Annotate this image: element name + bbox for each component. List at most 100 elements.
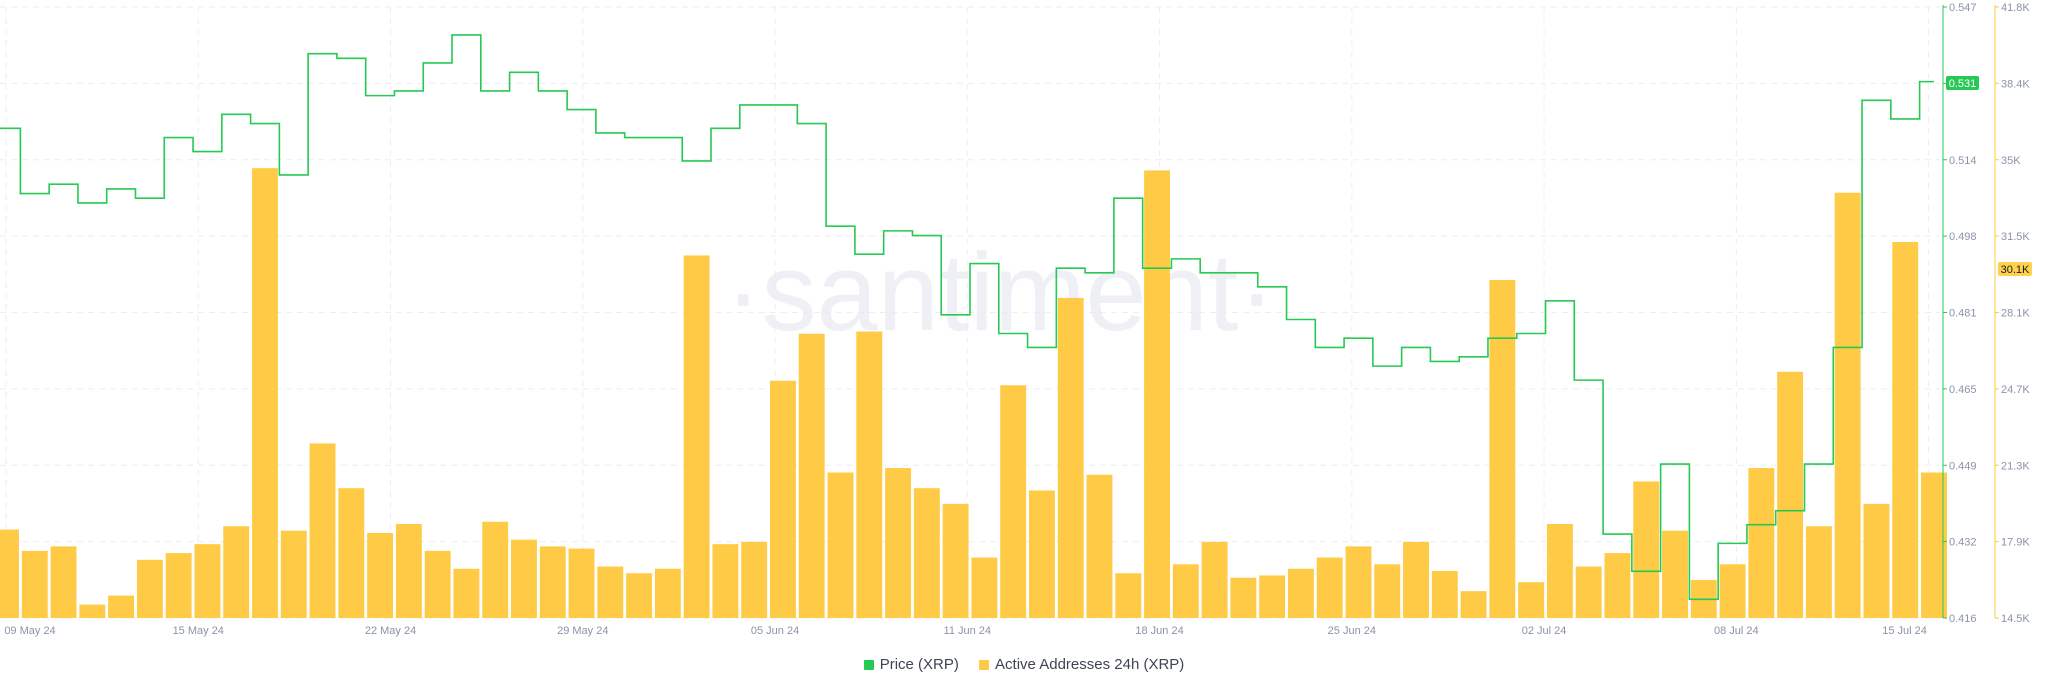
addresses-bar: [1863, 503, 1890, 618]
chart-canvas: ·santiment· 09 May 24 15 May 24 22 May 24 2…: [0, 2, 2032, 637]
addresses-bar: [1518, 582, 1545, 618]
addresses-bar: [1259, 575, 1286, 618]
addresses-bar: [21, 550, 48, 618]
addresses-bar: [1805, 526, 1832, 618]
addresses-bar: [1201, 541, 1228, 618]
price-tick-label: 0.416: [1949, 613, 1977, 625]
addresses-bar: [856, 331, 883, 618]
addresses-bar: [1777, 371, 1804, 618]
addresses-bar: [1403, 541, 1429, 618]
price-value-badge: [1946, 76, 1979, 90]
addresses-bar: [942, 503, 969, 618]
addresses-bar: [1604, 553, 1631, 618]
addresses-bar: [654, 568, 681, 618]
addresses-bar: [79, 604, 106, 618]
addresses-bar: [913, 488, 940, 618]
addresses-bar: [827, 472, 854, 618]
addresses-bar: [50, 546, 77, 618]
addresses-bar: [1144, 170, 1170, 618]
addresses-bar: [1086, 474, 1113, 618]
addresses-bar: [597, 566, 624, 618]
addresses-value-badge: [1998, 262, 2032, 276]
x-tick-label: 02 Jul 24: [1522, 625, 1567, 637]
addresses-bar: [1316, 557, 1343, 618]
x-tick-label: 05 Jun 24: [751, 625, 799, 637]
addresses-tick-label: 28.1K: [2001, 308, 2030, 320]
addresses-bar: [1431, 571, 1458, 618]
addresses-bar: [1230, 577, 1257, 618]
price-axis-ticks: 0.547 0.531 0.514 0.498 0.481 0.465 0.449 0.432…: [1943, 2, 1977, 625]
price-tick-label: 0.514: [1949, 155, 1977, 167]
addresses-bar: [971, 557, 998, 618]
x-tick-label: 29 May 24: [557, 625, 608, 637]
addresses-bar: [1115, 573, 1142, 618]
addresses-bar: [1000, 385, 1027, 618]
addresses-bar: [1575, 566, 1602, 618]
price-line: [0, 34, 1934, 601]
x-tick-label: 11 Jun 24: [944, 625, 992, 637]
price-tick-label: 0.432: [1949, 537, 1977, 549]
addresses-tick-label: 41.8K: [2001, 2, 2030, 14]
addresses-bar: [741, 541, 768, 618]
addresses-bar: [0, 529, 19, 618]
addresses-bar: [712, 544, 739, 618]
addresses-bar: [482, 521, 509, 618]
price-value-badge-text: 0.531: [1949, 78, 1977, 90]
addresses-bar: [683, 255, 710, 618]
price-tick-label: 0.498: [1949, 231, 1977, 243]
price-legend-swatch: [863, 660, 874, 670]
addresses-bar: [309, 443, 336, 618]
addresses-bar: [1719, 564, 1746, 618]
addresses-bar: [108, 595, 135, 618]
addresses-bar: [223, 526, 250, 618]
addresses-bar: [770, 380, 796, 618]
price-tick-label: 0.547: [1949, 2, 1977, 14]
x-axis-ticks: 09 May 24 15 May 24 22 May 24 29 May 24 05 J…: [4, 625, 1927, 637]
addresses-legend-swatch: [979, 660, 990, 670]
legend-item-price[interactable]: Price (XRP): [863, 656, 959, 673]
x-tick-label: 18 Jun 24: [1135, 625, 1183, 637]
addresses-bar: [1489, 280, 1516, 618]
addresses-bar: [568, 548, 595, 618]
addresses-bar: [252, 168, 278, 618]
addresses-tick-label: 24.7K: [2001, 384, 2030, 396]
price-tick-label: 0.449: [1949, 460, 1977, 472]
addresses-bar: [1633, 481, 1660, 618]
addresses-bar: [1460, 591, 1487, 618]
legend-item-addresses[interactable]: Active Addresses 24h (XRP): [979, 656, 1184, 673]
addresses-tick-label: 21.3K: [2001, 460, 2030, 472]
addresses-bar: [1834, 192, 1861, 618]
addresses-bar: [1374, 564, 1401, 618]
addresses-bar: [1662, 530, 1688, 618]
x-tick-label: 09 May 24: [4, 625, 55, 637]
addresses-legend-label: Active Addresses 24h (XRP): [995, 656, 1185, 673]
addresses-bar: [367, 532, 394, 618]
x-tick-label: 08 Jul 24: [1714, 625, 1759, 637]
addresses-bar: [1172, 564, 1199, 618]
price-legend-label: Price (XRP): [879, 656, 959, 673]
addresses-bar: [539, 546, 566, 618]
addresses-bar: [1028, 490, 1055, 618]
active-addresses-bars: [0, 168, 1947, 618]
addresses-bar: [1057, 297, 1084, 618]
addresses-bar: [424, 550, 451, 618]
addresses-bar: [280, 530, 307, 618]
addresses-tick-label: 17.9K: [2001, 537, 2030, 549]
x-tick-label: 15 Jul 24: [1882, 625, 1927, 637]
axis-value-badges: 0.531 30.1K: [1946, 76, 2032, 276]
addresses-bar: [453, 568, 480, 618]
addresses-bar: [194, 544, 221, 618]
addresses-value-badge-text: 30.1K: [2001, 264, 2030, 276]
x-tick-label: 25 Jun 24: [1328, 625, 1376, 637]
addresses-bar: [1892, 242, 1919, 618]
price-tick-label: 0.481: [1949, 308, 1977, 320]
price-tick-label: 0.465: [1949, 384, 1977, 396]
addresses-bar: [626, 573, 653, 618]
addresses-bar: [165, 553, 192, 618]
addresses-bar: [1748, 468, 1775, 618]
addresses-axis-ticks: 41.8K 38.4K 35K 31.5K 28.1K 24.7K 21.3K 17.9K 14…: [1995, 2, 2030, 625]
x-tick-label: 15 May 24: [173, 625, 224, 637]
addresses-bar: [511, 539, 537, 618]
addresses-bar: [1546, 524, 1573, 618]
addresses-bar: [136, 559, 163, 618]
